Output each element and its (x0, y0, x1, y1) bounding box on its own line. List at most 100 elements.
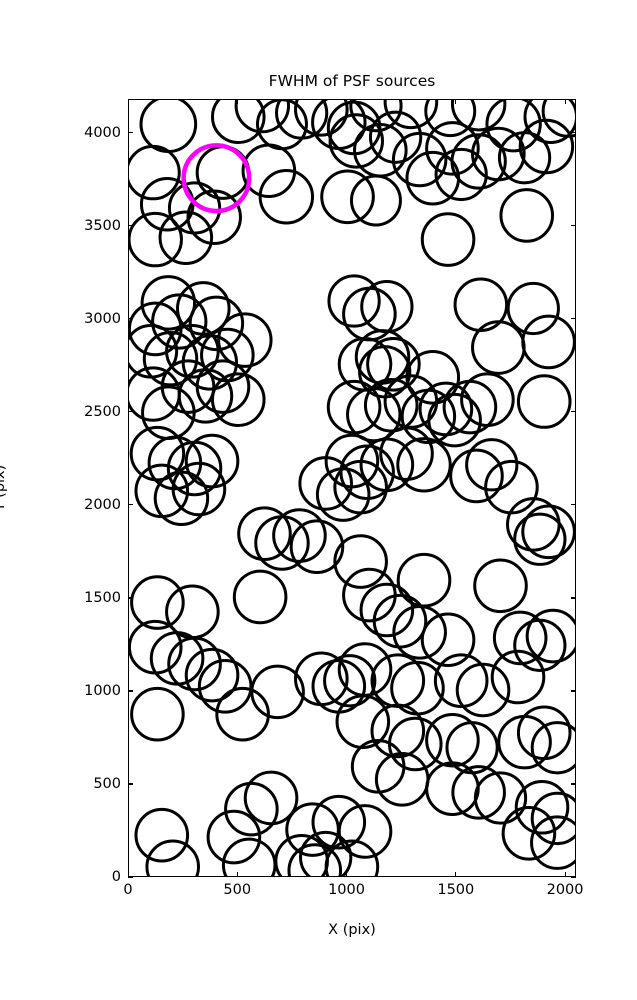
psf-source-circle (516, 374, 572, 429)
psf-source-circle (215, 686, 270, 742)
psf-source-circle (342, 567, 397, 623)
psf-source-circle (460, 372, 515, 427)
psf-source-circle (530, 791, 575, 846)
plot-area[interactable] (128, 99, 576, 877)
x-tick-mark-top (455, 99, 457, 104)
psf-source-circle (451, 765, 506, 820)
psf-source-circle (530, 815, 575, 870)
psf-source-circle (335, 694, 391, 749)
psf-source-circle (363, 377, 419, 433)
psf-source-circle (473, 558, 528, 614)
psf-source-circle (289, 519, 345, 574)
psf-source-circle (499, 188, 555, 243)
psf-source-circle (501, 806, 557, 861)
psf-source-circle (210, 372, 266, 427)
psf-source-circle (167, 636, 222, 692)
psf-source-circle (455, 662, 511, 718)
y-tick-mark (128, 690, 133, 692)
psf-source-circle (186, 189, 242, 245)
psf-source-circle (433, 653, 489, 709)
psf-source-circle (139, 100, 198, 154)
x-axis-label: X (pix) (328, 922, 376, 938)
psf-source-circle (349, 100, 403, 133)
psf-source-circle (328, 113, 384, 169)
psf-source-circle (354, 329, 411, 385)
y-tick-label: 500 (93, 775, 121, 792)
y-tick-label: 2000 (84, 496, 121, 513)
y-tick-mark-right (571, 783, 576, 785)
chart-title: FWHM of PSF sources (268, 72, 436, 90)
psf-source-circle (518, 118, 575, 175)
psf-source-circle (188, 295, 245, 352)
psf-source-circle (195, 359, 251, 414)
psf-source-circle (490, 649, 546, 705)
y-tick-mark (128, 504, 133, 506)
psf-source-circle (445, 721, 499, 775)
psf-source-circle (184, 647, 240, 703)
psf-source-circle (383, 100, 439, 130)
x-tick-mark-top (127, 99, 129, 104)
psf-source-circle (275, 100, 329, 140)
psf-source-circle (434, 147, 488, 202)
psf-source-circle (232, 569, 288, 625)
psf-source-circle (471, 320, 526, 375)
psf-source-circle (497, 714, 552, 770)
psf-source-circle (129, 366, 181, 422)
psf-source-circle (465, 438, 519, 492)
y-tick-label: 1000 (84, 682, 121, 699)
psf-source-circle (184, 433, 240, 489)
y-tick-label: 0 (111, 869, 121, 885)
psf-source-circle (530, 721, 575, 775)
psf-source-circle (337, 804, 393, 859)
y-tick-mark-right (571, 597, 576, 599)
psf-source-circle (541, 100, 575, 138)
psf-source-circle (425, 712, 480, 768)
psf-source-circle (360, 279, 414, 334)
psf-source-circle (287, 843, 343, 876)
psf-source-circle (333, 534, 388, 589)
y-tick-label: 4000 (84, 124, 121, 141)
psf-source-circle (210, 100, 266, 145)
x-tick-mark-top (346, 99, 348, 104)
x-tick-label: 1500 (437, 882, 475, 898)
psf-source-circle (165, 323, 220, 379)
psf-source-circle (514, 779, 570, 835)
y-tick-mark-right (571, 411, 576, 413)
x-tick-label: 0 (123, 882, 133, 898)
psf-source-circle (145, 839, 200, 876)
psf-source-circle (525, 608, 575, 664)
psf-source-circle (506, 281, 560, 336)
y-tick-mark (128, 225, 133, 227)
psf-source-circle (396, 437, 452, 493)
x-tick-mark-top (564, 99, 566, 104)
psf-source-circle (391, 131, 448, 188)
psf-source-circle (158, 210, 214, 266)
psf-source-circle (298, 456, 353, 511)
psf-source-circle (420, 212, 476, 267)
y-tick-mark-right (571, 225, 576, 227)
y-tick-label: 3000 (84, 310, 121, 327)
psf-source-circle (379, 426, 434, 481)
psf-source-circle (521, 314, 575, 370)
psf-source-circle (327, 274, 381, 328)
x-tick-label: 2000 (546, 882, 584, 898)
psf-source-circle (485, 100, 542, 153)
psf-source-circle (370, 703, 426, 759)
y-tick-mark-right (571, 132, 576, 134)
psf-source-circle (224, 781, 279, 837)
psf-source-circle (473, 771, 528, 825)
x-tick-mark (564, 872, 566, 877)
y-tick-mark (128, 411, 133, 413)
psf-source-circle (294, 100, 349, 137)
y-tick-mark (128, 132, 133, 134)
psf-source-circle (387, 716, 443, 772)
psf-source-circle (323, 654, 377, 708)
psf-source-circle (484, 459, 539, 515)
x-tick-mark-top (236, 99, 238, 104)
psf-source-circle (418, 381, 474, 437)
psf-source-circle (450, 100, 507, 132)
psf-source-circle (250, 664, 305, 720)
psf-source-circle (153, 470, 210, 527)
x-tick-mark (346, 872, 348, 877)
psf-source-circle (258, 169, 315, 225)
